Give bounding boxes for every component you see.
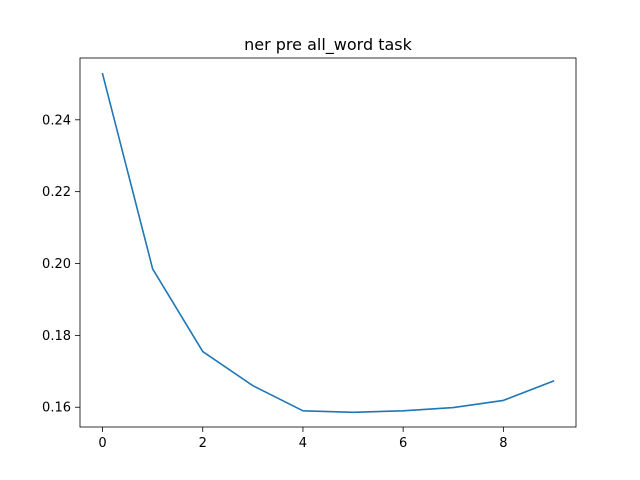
x-tick-label: 2: [199, 436, 207, 451]
y-tick-label: 0.18: [42, 329, 71, 344]
y-tick-label: 0.22: [42, 185, 71, 200]
x-tick-label: 8: [499, 436, 507, 451]
x-tick-label: 6: [399, 436, 407, 451]
y-tick-label: 0.16: [42, 401, 71, 416]
x-tick-label: 4: [299, 436, 307, 451]
plot-frame: [79, 57, 577, 428]
series-line: [101, 72, 555, 414]
x-axis: 0 2 4 6 8: [98, 427, 507, 451]
y-tick-label: 0.24: [42, 113, 71, 128]
series-layer: [101, 72, 555, 414]
plot-area: [80, 58, 576, 427]
x-tick-label: 0: [98, 436, 106, 451]
y-axis: 0.16 0.18 0.20 0.22 0.24: [42, 113, 80, 416]
y-tick-label: 0.20: [42, 257, 71, 272]
chart-title: ner pre all_word task: [244, 35, 412, 55]
